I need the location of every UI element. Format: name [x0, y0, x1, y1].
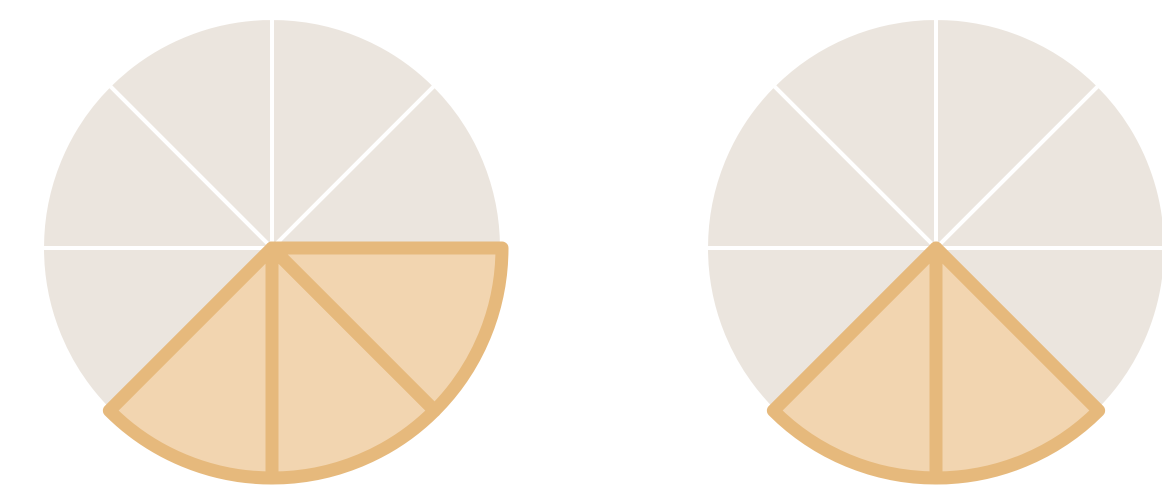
empty-slice — [931, 246, 1162, 414]
empty-slice — [931, 82, 1162, 250]
fraction-circle-right — [703, 15, 1162, 485]
fraction-circle-left — [39, 15, 509, 485]
empty-slice — [270, 15, 438, 253]
shaded-slice — [265, 241, 442, 485]
shaded-slice — [102, 241, 279, 485]
empty-slice — [39, 82, 277, 250]
empty-slice — [703, 246, 941, 414]
empty-slice — [770, 15, 938, 253]
empty-slice — [106, 15, 274, 253]
empty-slice — [703, 82, 941, 250]
empty-slice — [267, 82, 505, 250]
empty-slice — [934, 15, 1102, 253]
empty-slice — [39, 246, 277, 414]
shaded-slice — [265, 241, 509, 418]
shaded-slice — [766, 241, 943, 485]
shaded-slice — [929, 241, 1106, 485]
